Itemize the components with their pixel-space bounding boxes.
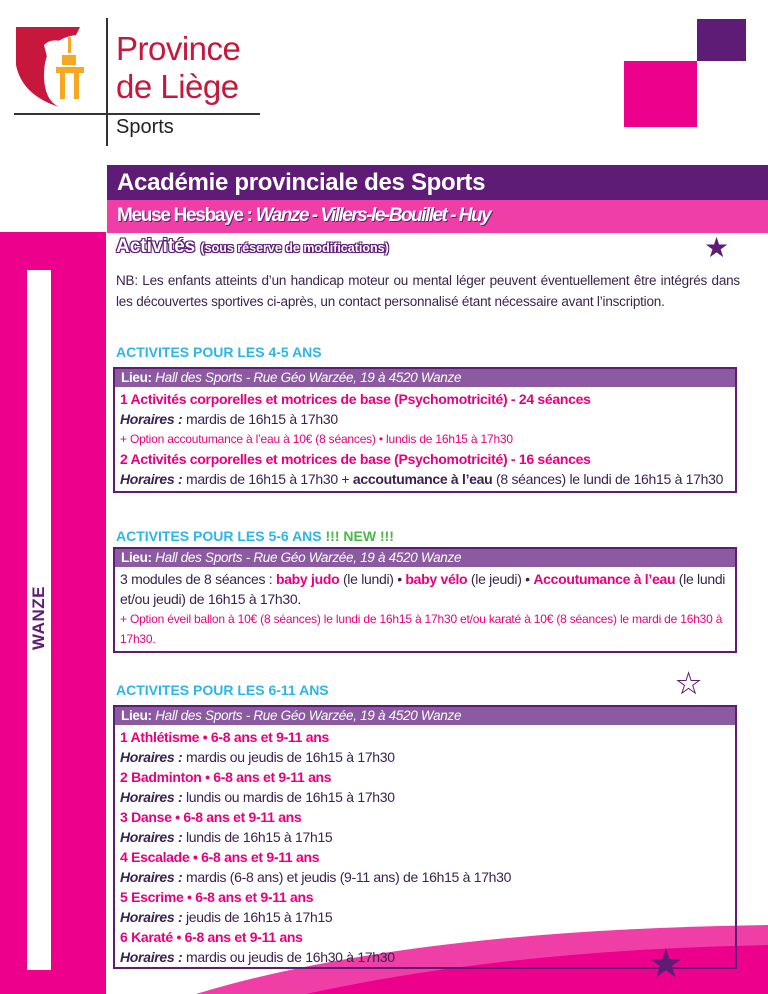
activity-title: 1 Athlétisme • 6-8 ans et 9-11 ans bbox=[120, 729, 329, 745]
activity-title: 6 Karaté • 6-8 ans et 9-11 ans bbox=[120, 929, 303, 945]
region-subtitle: Meuse Hesbaye : Wanze - Villers-le-Bouil… bbox=[107, 200, 768, 233]
activity-schedule: Horaires : mardis (6-8 ans) et jeudis (9… bbox=[120, 869, 512, 885]
star-icon: ★ bbox=[704, 232, 730, 263]
activity-title: 2 Badminton • 6-8 ans et 9-11 ans bbox=[120, 769, 332, 785]
section-box-6-11: Lieu: Hall des Sports - Rue Géo Warzée, … bbox=[113, 705, 737, 969]
logo-divider-vertical bbox=[106, 18, 108, 146]
activity-schedule: Horaires : mardis ou jeudis de 16h30 à 1… bbox=[120, 949, 395, 965]
activity-title: 2 Activités corporelles et motrices de b… bbox=[120, 451, 591, 467]
decor-square-purple bbox=[697, 19, 746, 61]
logo-section: Sports bbox=[116, 116, 174, 138]
activity-title: 1 Activités corporelles et motrices de b… bbox=[120, 391, 591, 407]
section-title-6-11: ACTIVITES POUR LES 6-11 ANS bbox=[116, 682, 329, 698]
section-title-4-5: ACTIVITES POUR LES 4-5 ANS bbox=[116, 344, 322, 360]
activities-heading: Activités (sous réserve de modifications… bbox=[116, 236, 389, 257]
activity-schedule: Horaires : jeudis de 16h15 à 17h15 bbox=[120, 909, 333, 925]
activity-schedule: Horaires : lundis ou mardis de 16h15 à 1… bbox=[120, 789, 395, 805]
nb-note: NB: Les enfants atteints d’un handicap m… bbox=[116, 273, 740, 309]
lieu-bar: Lieu: Hall des Sports - Rue Géo Warzée, … bbox=[115, 549, 735, 567]
section-box-4-5: Lieu: Hall des Sports - Rue Géo Warzée, … bbox=[113, 367, 737, 493]
decor-square-pink bbox=[624, 61, 697, 127]
lieu-bar: Lieu: Hall des Sports - Rue Géo Warzée, … bbox=[115, 369, 735, 387]
side-band bbox=[0, 232, 106, 994]
option-note: + Option éveil ballon à 10€ (8 séances) … bbox=[120, 612, 723, 646]
activity-title: 3 Danse • 6-8 ans et 9-11 ans bbox=[120, 809, 302, 825]
activity-schedule: Horaires : mardis ou jeudis de 16h15 à 1… bbox=[120, 749, 395, 765]
page-title: Académie provinciale des Sports bbox=[107, 165, 768, 200]
activity-schedule: Horaires : lundis de 16h15 à 17h15 bbox=[120, 829, 333, 845]
activity-title: 4 Escalade • 6-8 ans et 9-11 ans bbox=[120, 849, 320, 865]
section-title-5-6: ACTIVITES POUR LES 5-6 ANS !!! NEW !!! bbox=[116, 528, 394, 544]
logo-divider-horizontal bbox=[14, 113, 260, 115]
activity-title: 5 Escrime • 6-8 ans et 9-11 ans bbox=[120, 889, 314, 905]
star-outline-icon: ★ bbox=[675, 668, 702, 699]
province-shield-logo-icon bbox=[16, 27, 84, 107]
section-box-5-6: Lieu: Hall des Sports - Rue Géo Warzée, … bbox=[113, 547, 737, 653]
logo-title: Province de Liège bbox=[116, 30, 241, 105]
option-note: + Option accoutumance à l’eau à 10€ (8 s… bbox=[120, 432, 513, 446]
side-label: WANZE bbox=[29, 586, 48, 650]
lieu-bar: Lieu: Hall des Sports - Rue Géo Warzée, … bbox=[115, 707, 735, 725]
side-strip bbox=[27, 270, 51, 970]
star-icon: ★ bbox=[648, 942, 684, 986]
decor-swoosh bbox=[196, 925, 768, 994]
